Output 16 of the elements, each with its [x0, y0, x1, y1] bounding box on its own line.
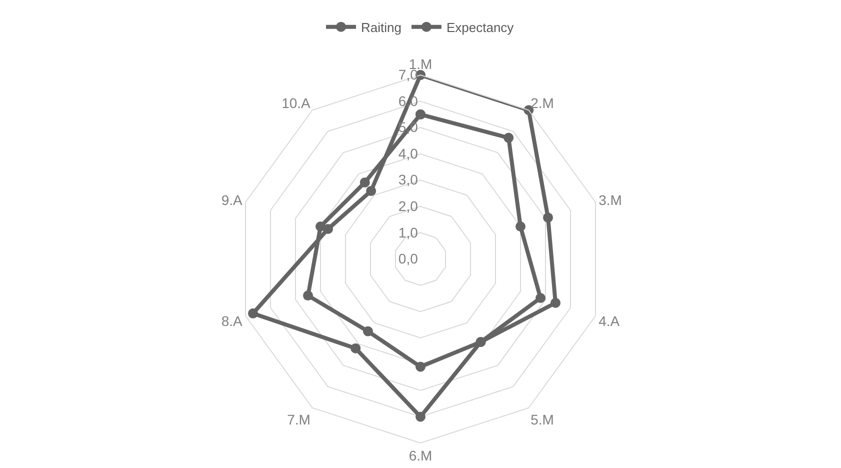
spoke-label: 7.M: [287, 412, 310, 428]
spoke-label: 2.M: [530, 95, 554, 112]
legend-label: Expectancy: [446, 20, 514, 35]
y-tick-label: 1,0: [398, 224, 418, 240]
spoke-label: 10.A: [282, 95, 312, 112]
y-tick-label: 4,0: [398, 145, 418, 162]
spoke-label: 4.A: [598, 312, 620, 329]
y-tick-label: 2,0: [398, 198, 418, 214]
spoke-label: 9.A: [221, 192, 244, 208]
spoke-label: 5.M: [530, 412, 554, 428]
y-tick-label: 0,0: [398, 250, 418, 267]
spoke-label: 3.M: [598, 192, 622, 208]
spoke-label: 6.M: [408, 447, 432, 464]
y-tick-label: 3,0: [398, 172, 418, 188]
spoke-label: 8.A: [221, 312, 244, 329]
legend-label: Raiting: [361, 20, 402, 35]
